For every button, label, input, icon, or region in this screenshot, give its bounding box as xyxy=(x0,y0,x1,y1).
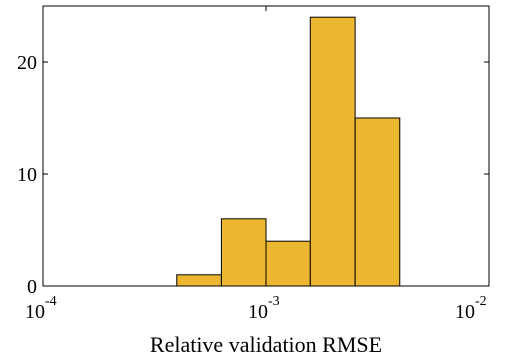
y-tick-label: 20 xyxy=(17,52,37,74)
y-tick-label: 10 xyxy=(17,164,37,186)
x-axis-ticks: 10 -4 10 -3 10 -2 xyxy=(25,6,490,323)
x-tick-label-exponent: -2 xyxy=(475,294,487,309)
y-tick-label: 0 xyxy=(27,276,37,298)
y-axis-ticks: 0 10 20 xyxy=(17,52,489,298)
x-tick-label-base: 10 xyxy=(455,301,475,323)
x-tick-label-exponent: -4 xyxy=(45,294,57,309)
histogram-bars xyxy=(176,16,401,287)
histogram-bar-4 xyxy=(309,16,356,287)
x-axis-label: Relative validation RMSE xyxy=(150,332,382,357)
x-tick-label-exponent: -3 xyxy=(268,294,280,309)
histogram-bar-1 xyxy=(176,274,222,287)
x-tick-label-base: 10 xyxy=(25,301,45,323)
x-tick-label-base: 10 xyxy=(248,301,268,323)
histogram-bar-5 xyxy=(354,117,401,287)
histogram-bar-2 xyxy=(220,218,267,287)
histogram-bar-3 xyxy=(265,240,311,287)
